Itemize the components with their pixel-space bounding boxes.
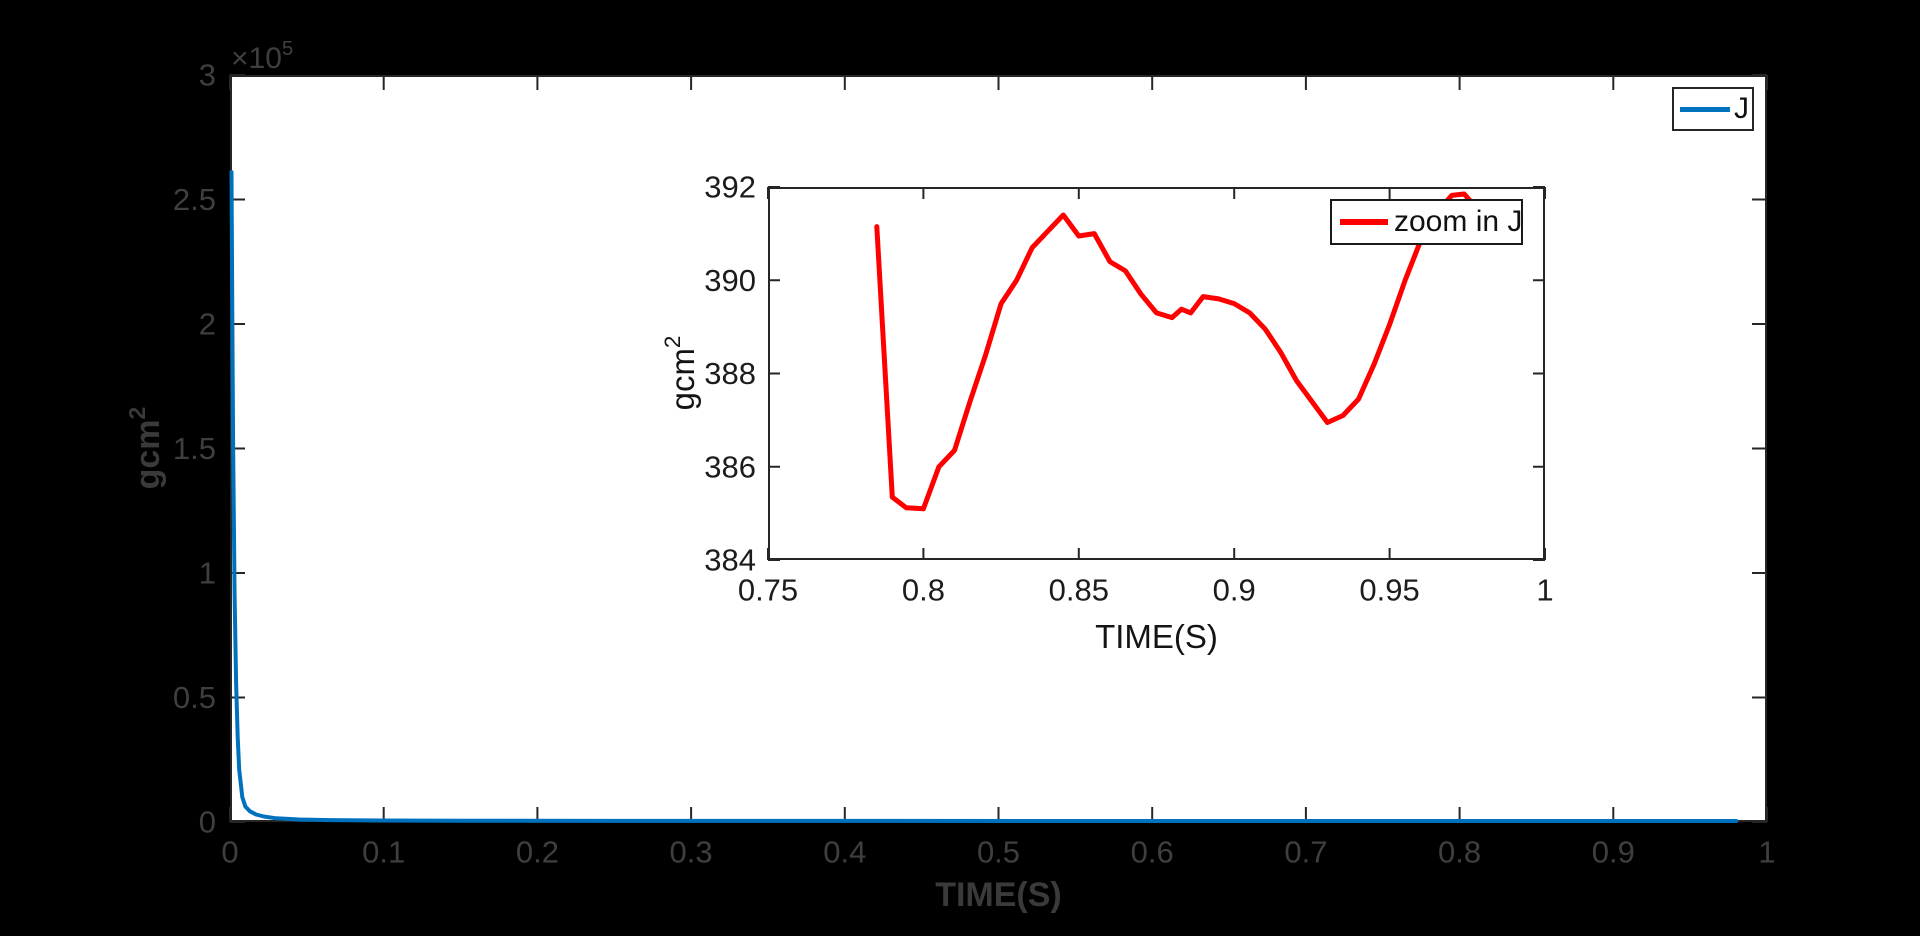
main-x-tick-label: 1 <box>1758 834 1775 869</box>
inset-chart-plot-area: 0.75 0.8 0.85 0.9 0.95 1 384 386 388 390 392 <box>704 170 1553 608</box>
inset-x-tick-label: 1 <box>1536 572 1553 607</box>
inset-y-tick-label: 390 <box>704 263 756 298</box>
main-x-axis-label: TIME(S) <box>935 876 1062 914</box>
inset-series-line-zoom-in-J <box>874 191 1486 512</box>
inset-x-tick-label: 0.95 <box>1359 572 1419 607</box>
inset-legend: zoom in J <box>1330 199 1523 245</box>
inset-x-tick-label: 0.9 <box>1213 572 1256 607</box>
inset-chart-svg: 0.75 0.8 0.85 0.9 0.95 1 384 386 388 390 392 <box>704 170 1553 608</box>
main-x-tick-label: 0.4 <box>823 834 866 869</box>
main-chart-svg: 0 0.1 0.2 0.3 0.4 0.5 0.6 0.7 0.8 0.9 1 0 0.5 1 1.5 2 2.… <box>173 58 1776 870</box>
exponent-base: ×10 <box>231 42 282 75</box>
main-legend-label: J <box>1734 92 1749 125</box>
main-y-tick-label: 3 <box>199 58 216 93</box>
main-y-axis-exponent-label: ×105 <box>231 37 294 76</box>
main-series-line-J <box>229 170 1739 823</box>
ylabel-base: gcm <box>129 419 168 490</box>
main-x-tick-label: 0.5 <box>977 834 1020 869</box>
inset-y-tick-label: 388 <box>704 356 756 391</box>
main-x-tick-label: 0.1 <box>362 834 405 869</box>
main-x-tick-label: 0.7 <box>1284 834 1327 869</box>
main-legend-line-sample <box>1680 106 1730 112</box>
inset-x-tick-label: 0.8 <box>902 572 945 607</box>
main-x-tick-label: 0.3 <box>670 834 713 869</box>
main-y-axis-label: gcm2 <box>123 406 168 490</box>
inset-ylabel-base: gcm <box>664 348 701 411</box>
main-x-tick-label: 0 <box>221 834 238 869</box>
main-x-tick-label: 0.6 <box>1131 834 1174 869</box>
main-x-tick-label: 0.8 <box>1438 834 1481 869</box>
inset-ylabel-sup: 2 <box>659 335 685 349</box>
inset-x-tick-label: 0.85 <box>1049 572 1109 607</box>
main-x-tick-label: 0.9 <box>1592 834 1635 869</box>
inset-x-axis-label: TIME(S) <box>1095 618 1218 655</box>
inset-legend-label: zoom in J <box>1394 205 1523 238</box>
main-y-tick-label: 0 <box>199 805 216 840</box>
main-y-tick-label: 1 <box>199 556 216 591</box>
inset-y-tick-label: 392 <box>704 170 756 205</box>
main-y-tick-label: 2.5 <box>173 182 216 217</box>
exponent-sup: 5 <box>281 37 294 60</box>
main-x-tick-label: 0.2 <box>516 834 559 869</box>
inset-y-tick-label: 386 <box>704 449 756 484</box>
main-y-tick-label: 2 <box>199 307 216 342</box>
main-y-tick-label: 0.5 <box>173 680 216 715</box>
main-y-tick-label: 1.5 <box>173 431 216 466</box>
inset-legend-line-sample <box>1340 219 1388 225</box>
inset-y-axis-label: gcm2 <box>659 335 702 411</box>
inset-y-tick-label: 384 <box>704 543 756 578</box>
main-legend: J <box>1672 87 1754 131</box>
inset-x-tick-label: 0.75 <box>738 572 798 607</box>
ylabel-sup: 2 <box>123 406 150 420</box>
